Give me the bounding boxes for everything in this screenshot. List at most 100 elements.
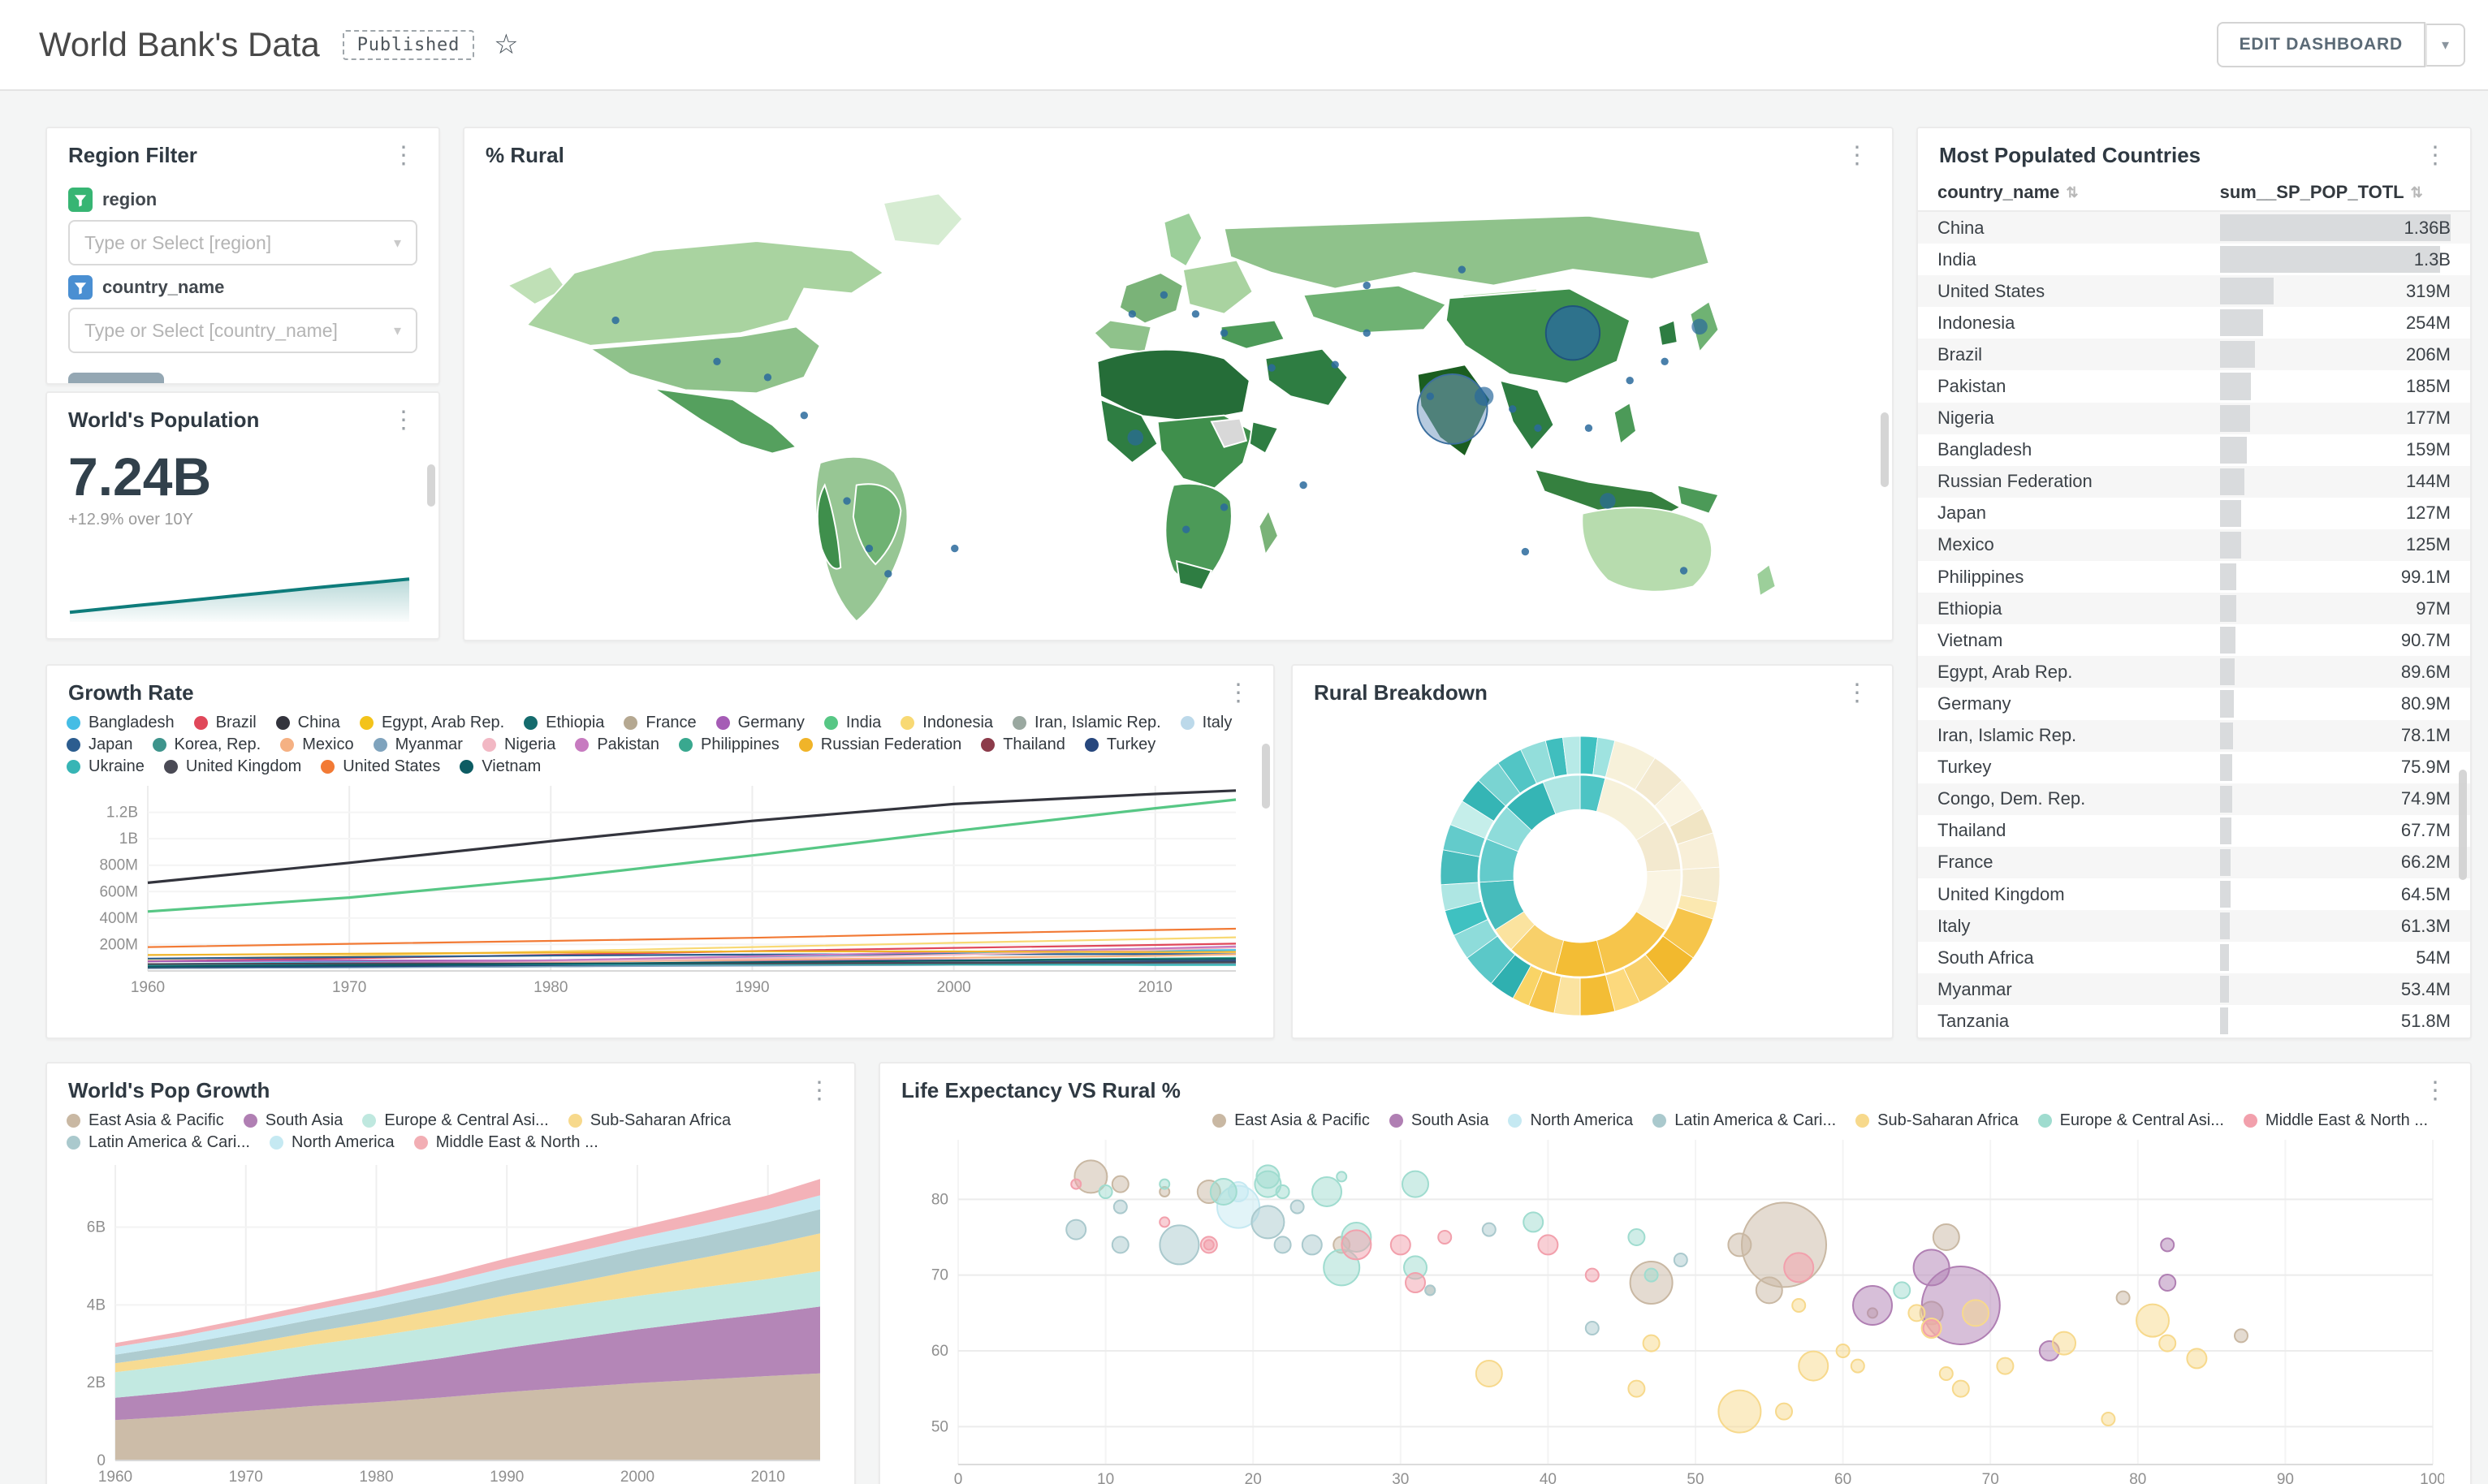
legend-item[interactable]: Turkey: [1084, 736, 1155, 754]
table-row[interactable]: Russian Federation 144M: [1918, 465, 2470, 498]
edit-dashboard-button[interactable]: EDIT DASHBOARD: [2216, 22, 2425, 67]
legend-item[interactable]: Bangladesh: [67, 714, 175, 732]
legend-item[interactable]: East Asia & Pacific: [1212, 1111, 1370, 1130]
table-row[interactable]: United Kingdom 64.5M: [1918, 878, 2470, 910]
sort-icon[interactable]: ⇅: [2410, 183, 2423, 201]
legend-item[interactable]: Europe & Central Asi...: [2037, 1111, 2224, 1130]
scrollbar[interactable]: [2459, 770, 2467, 880]
table-row[interactable]: Philippines 99.1M: [1918, 561, 2470, 593]
table-row[interactable]: India 1.3B: [1918, 244, 2470, 275]
table-row[interactable]: Nigeria 177M: [1918, 402, 2470, 434]
legend-item[interactable]: Pakistan: [575, 736, 659, 754]
legend-item[interactable]: Latin America & Cari...: [1652, 1111, 1836, 1130]
pop-growth-area-chart[interactable]: 1960 1970 1980 1990 2000 2010 0 2B 4B 6B: [47, 1155, 854, 1484]
favorite-star-icon[interactable]: ☆: [494, 29, 519, 60]
region-select[interactable]: Type or Select [region] ▾: [68, 220, 417, 265]
card-menu-icon[interactable]: ⋮: [391, 141, 416, 169]
legend-item[interactable]: Japan: [67, 736, 133, 754]
table-row[interactable]: Ethiopia 97M: [1918, 593, 2470, 625]
world-map-chart[interactable]: [464, 175, 1892, 634]
card-menu-icon[interactable]: ⋮: [2423, 141, 2447, 169]
card-menu-icon[interactable]: ⋮: [1226, 679, 1250, 706]
table-row[interactable]: Indonesia 254M: [1918, 307, 2470, 339]
legend-item[interactable]: India: [823, 714, 881, 732]
growth-rate-line-chart[interactable]: 1960 1970 1980 1990 2000 2010 200M 400M 600M 800M…: [47, 779, 1273, 1007]
card-menu-icon[interactable]: ⋮: [807, 1076, 831, 1104]
card-menu-icon[interactable]: ⋮: [1845, 679, 1869, 706]
life-expectancy-scatter-chart[interactable]: 50 60 70 80 0 10 20 30 40 50 60 70 80 90 100: [880, 1133, 2470, 1484]
table-row[interactable]: Bangladesh 159M: [1918, 434, 2470, 466]
apply-filter-button[interactable]: APPLY: [68, 373, 164, 383]
table-row[interactable]: Germany 80.9M: [1918, 688, 2470, 719]
country-name-select[interactable]: Type or Select [country_name] ▾: [68, 308, 417, 353]
table-row[interactable]: Myanmar 53.4M: [1918, 973, 2470, 1006]
scrollbar[interactable]: [1881, 412, 1889, 487]
card-menu-icon[interactable]: ⋮: [2423, 1076, 2447, 1104]
legend-item[interactable]: United Kingdom: [163, 757, 301, 776]
table-row[interactable]: France 66.2M: [1918, 846, 2470, 878]
card-menu-icon[interactable]: ⋮: [391, 406, 416, 434]
most-populated-card: Most Populated Countries ⋮ country_name ⇅…: [1916, 127, 2472, 1039]
legend-item[interactable]: Ukraine: [67, 757, 145, 776]
column-header-population[interactable]: sum__SP_POP_TOTL ⇅: [2219, 182, 2423, 202]
value-bar: [2219, 722, 2233, 749]
table-row[interactable]: Japan 127M: [1918, 498, 2470, 529]
table-row[interactable]: Iran, Islamic Rep. 78.1M: [1918, 719, 2470, 752]
scrollbar[interactable]: [1262, 744, 1270, 809]
svg-text:1970: 1970: [229, 1469, 263, 1484]
legend-item[interactable]: Vietnam: [460, 757, 541, 776]
table-row[interactable]: China 1.36B: [1918, 212, 2470, 244]
legend-item[interactable]: Myanmar: [373, 736, 463, 754]
legend-item[interactable]: Russian Federation: [798, 736, 961, 754]
svg-text:10: 10: [1097, 1471, 1114, 1484]
table-row[interactable]: Turkey 75.9M: [1918, 752, 2470, 783]
column-header-country[interactable]: country_name ⇅: [1937, 182, 2079, 202]
table-row[interactable]: Pakistan 185M: [1918, 370, 2470, 402]
table-row[interactable]: Mexico 125M: [1918, 528, 2470, 562]
table-row[interactable]: Egypt, Arab Rep. 89.6M: [1918, 656, 2470, 688]
legend-item[interactable]: Middle East & North ...: [2243, 1111, 2428, 1130]
legend-item[interactable]: Nigeria: [482, 736, 555, 754]
edit-dashboard-dropdown-caret[interactable]: ▾: [2425, 23, 2465, 67]
legend-item[interactable]: South Asia: [1389, 1111, 1488, 1130]
legend-item[interactable]: Mexico: [280, 736, 354, 754]
legend-item[interactable]: Sub-Saharan Africa: [568, 1111, 731, 1130]
legend-item[interactable]: Philippines: [679, 736, 780, 754]
life-expectancy-legend: East Asia & Pacific South Asia North Ameri…: [880, 1110, 2470, 1133]
legend-item[interactable]: Europe & Central Asi...: [362, 1111, 549, 1130]
sort-icon[interactable]: ⇅: [2066, 183, 2079, 201]
rural-breakdown-donut-chart[interactable]: [1293, 712, 1892, 1030]
table-row[interactable]: Tanzania 51.8M: [1918, 1005, 2470, 1037]
legend-item[interactable]: Latin America & Cari...: [67, 1133, 250, 1152]
legend-item[interactable]: Italy: [1180, 714, 1232, 732]
scrollbar[interactable]: [427, 464, 435, 507]
svg-text:0: 0: [954, 1471, 963, 1484]
legend-item[interactable]: Korea, Rep.: [152, 736, 261, 754]
legend-item[interactable]: Egypt, Arab Rep.: [359, 714, 504, 732]
table-row[interactable]: Italy 61.3M: [1918, 910, 2470, 943]
legend-item[interactable]: North America: [269, 1133, 395, 1152]
legend-item[interactable]: South Asia: [243, 1111, 343, 1130]
table-row[interactable]: Congo, Dem. Rep. 74.9M: [1918, 783, 2470, 815]
legend-item[interactable]: China: [275, 714, 340, 732]
table-row[interactable]: United States 319M: [1918, 275, 2470, 308]
legend-item[interactable]: United States: [321, 757, 440, 776]
legend-item[interactable]: Iran, Islamic Rep.: [1013, 714, 1161, 732]
legend-item[interactable]: Thailand: [981, 736, 1065, 754]
legend-item[interactable]: France: [624, 714, 697, 732]
table-row[interactable]: Thailand 67.7M: [1918, 815, 2470, 847]
legend-item[interactable]: North America: [1508, 1111, 1633, 1130]
legend-item[interactable]: Sub-Saharan Africa: [1855, 1111, 2019, 1130]
legend-item[interactable]: East Asia & Pacific: [67, 1111, 224, 1130]
legend-item[interactable]: Indonesia: [901, 714, 993, 732]
card-menu-icon[interactable]: ⋮: [1845, 141, 1869, 169]
table-row[interactable]: Brazil 206M: [1918, 339, 2470, 371]
table-row[interactable]: South Africa 54M: [1918, 942, 2470, 973]
legend-item[interactable]: Germany: [715, 714, 805, 732]
legend-item[interactable]: Ethiopia: [524, 714, 604, 732]
legend-item[interactable]: Brazil: [193, 714, 257, 732]
published-badge[interactable]: Published: [342, 29, 475, 60]
legend-item[interactable]: Middle East & North ...: [413, 1133, 598, 1152]
population-sparkline-chart[interactable]: [67, 560, 419, 625]
table-row[interactable]: Vietnam 90.7M: [1918, 624, 2470, 656]
